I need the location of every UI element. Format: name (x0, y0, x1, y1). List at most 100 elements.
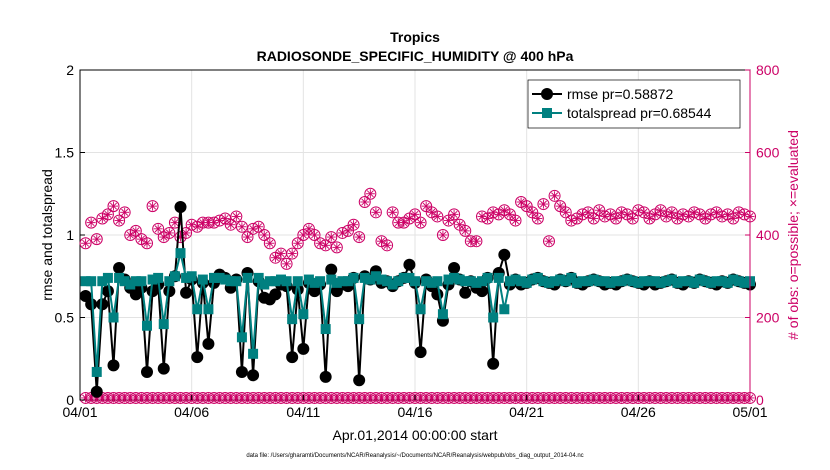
totalspread-point (689, 277, 700, 288)
obs-asterisk (238, 223, 246, 231)
totalspread-point (633, 277, 644, 288)
obs-point (410, 209, 420, 219)
totalspread-point (136, 276, 147, 287)
obs-asterisk (489, 208, 497, 216)
obs-point (181, 228, 191, 238)
totalspread-point (516, 276, 527, 287)
x-tick-label: 04/01 (62, 404, 97, 420)
obs-asterisk (673, 214, 681, 223)
obs-asterisk (165, 229, 173, 237)
obs-point (226, 220, 236, 230)
obs-asterisk (584, 208, 592, 216)
obs-point (369, 206, 382, 219)
obs-point (459, 224, 472, 237)
totalspread-point (728, 274, 739, 285)
obs-point (511, 216, 520, 226)
y-right-tick-label: 400 (756, 227, 780, 243)
obs-asterisk (188, 221, 196, 229)
obs-asterisk (255, 223, 263, 231)
obs-point (90, 233, 103, 246)
totalspread-point (359, 272, 370, 283)
obs-circle (459, 224, 472, 237)
totalspread-point (650, 276, 661, 287)
obs-asterisk (534, 214, 542, 223)
obs-point (695, 209, 705, 219)
rmse-point (141, 365, 153, 378)
obs-circle (548, 189, 561, 202)
totalspread-point (331, 277, 342, 288)
y-left-tick-label: 1 (66, 227, 74, 243)
totalspread-point (186, 271, 197, 282)
totalspread-point (415, 304, 426, 315)
obs-circle (308, 229, 321, 241)
obs-point (589, 214, 599, 223)
obs-point (304, 224, 314, 234)
obs-asterisk (266, 239, 274, 247)
totalspread-point (739, 277, 750, 288)
obs-point (427, 207, 437, 217)
obs-asterisk (277, 250, 285, 258)
x-tick-label: 05/01 (732, 404, 767, 420)
rmse-point (235, 365, 248, 378)
totalspread-point (225, 276, 236, 287)
rmse-point (476, 285, 488, 298)
rmse-point (157, 362, 170, 375)
obs-point (298, 230, 308, 240)
totalspread-point (376, 274, 387, 285)
obs-point (388, 207, 398, 217)
obs-point (594, 205, 604, 215)
obs-asterisk (696, 210, 704, 218)
obs-point (712, 207, 721, 217)
obs-asterisk (478, 212, 486, 220)
totalspread-point (666, 274, 677, 285)
totalspread-point (611, 276, 621, 287)
totalspread-point (97, 276, 108, 287)
totalspread-point (259, 279, 270, 290)
obs-point (572, 214, 582, 223)
rmse-point (163, 285, 176, 298)
obs-asterisk (98, 214, 106, 223)
totalspread-point (214, 272, 225, 283)
obs-asterisk (299, 231, 307, 239)
totalspread-point (594, 276, 605, 287)
obs-point (628, 214, 638, 223)
obs-point (471, 236, 481, 246)
obs-point (310, 230, 319, 240)
obs-asterisk (350, 221, 358, 229)
obs-asterisk (472, 237, 480, 245)
totalspread-point (91, 366, 102, 377)
obs-asterisk (433, 212, 441, 220)
obs-point (360, 197, 370, 207)
obs-asterisk (422, 202, 430, 210)
totalspread-point (102, 272, 113, 283)
obs-point (416, 218, 426, 228)
totalspread-point (700, 276, 711, 287)
totalspread-point (276, 274, 286, 285)
obs-asterisk (556, 202, 564, 210)
obs-asterisk (93, 235, 101, 243)
totalspread-point (348, 272, 359, 283)
totalspread-point (510, 274, 521, 285)
obs-point (131, 226, 141, 236)
totalspread-point (130, 276, 141, 287)
obs-asterisk (640, 208, 648, 216)
obs-asterisk (517, 198, 525, 206)
obs-asterisk (126, 231, 134, 239)
totalspread-point (370, 271, 381, 282)
rmse-point (448, 262, 461, 274)
rmse-point (191, 351, 204, 364)
totalspread-point (309, 277, 320, 288)
obs-point (265, 238, 275, 248)
obs-asterisk (724, 210, 732, 218)
rmse-point (498, 248, 511, 261)
totalspread-point (672, 277, 683, 288)
y-left-tick-label: 1.5 (55, 145, 75, 161)
obs-asterisk (333, 243, 341, 251)
rmse-point (174, 200, 187, 213)
obs-asterisk (383, 241, 391, 249)
totalspread-point (454, 274, 465, 285)
obs-asterisk (344, 227, 352, 235)
y-right-tick-label: 200 (756, 310, 780, 326)
obs-circle (364, 187, 377, 200)
y-left-tick-label: 0 (66, 392, 74, 408)
